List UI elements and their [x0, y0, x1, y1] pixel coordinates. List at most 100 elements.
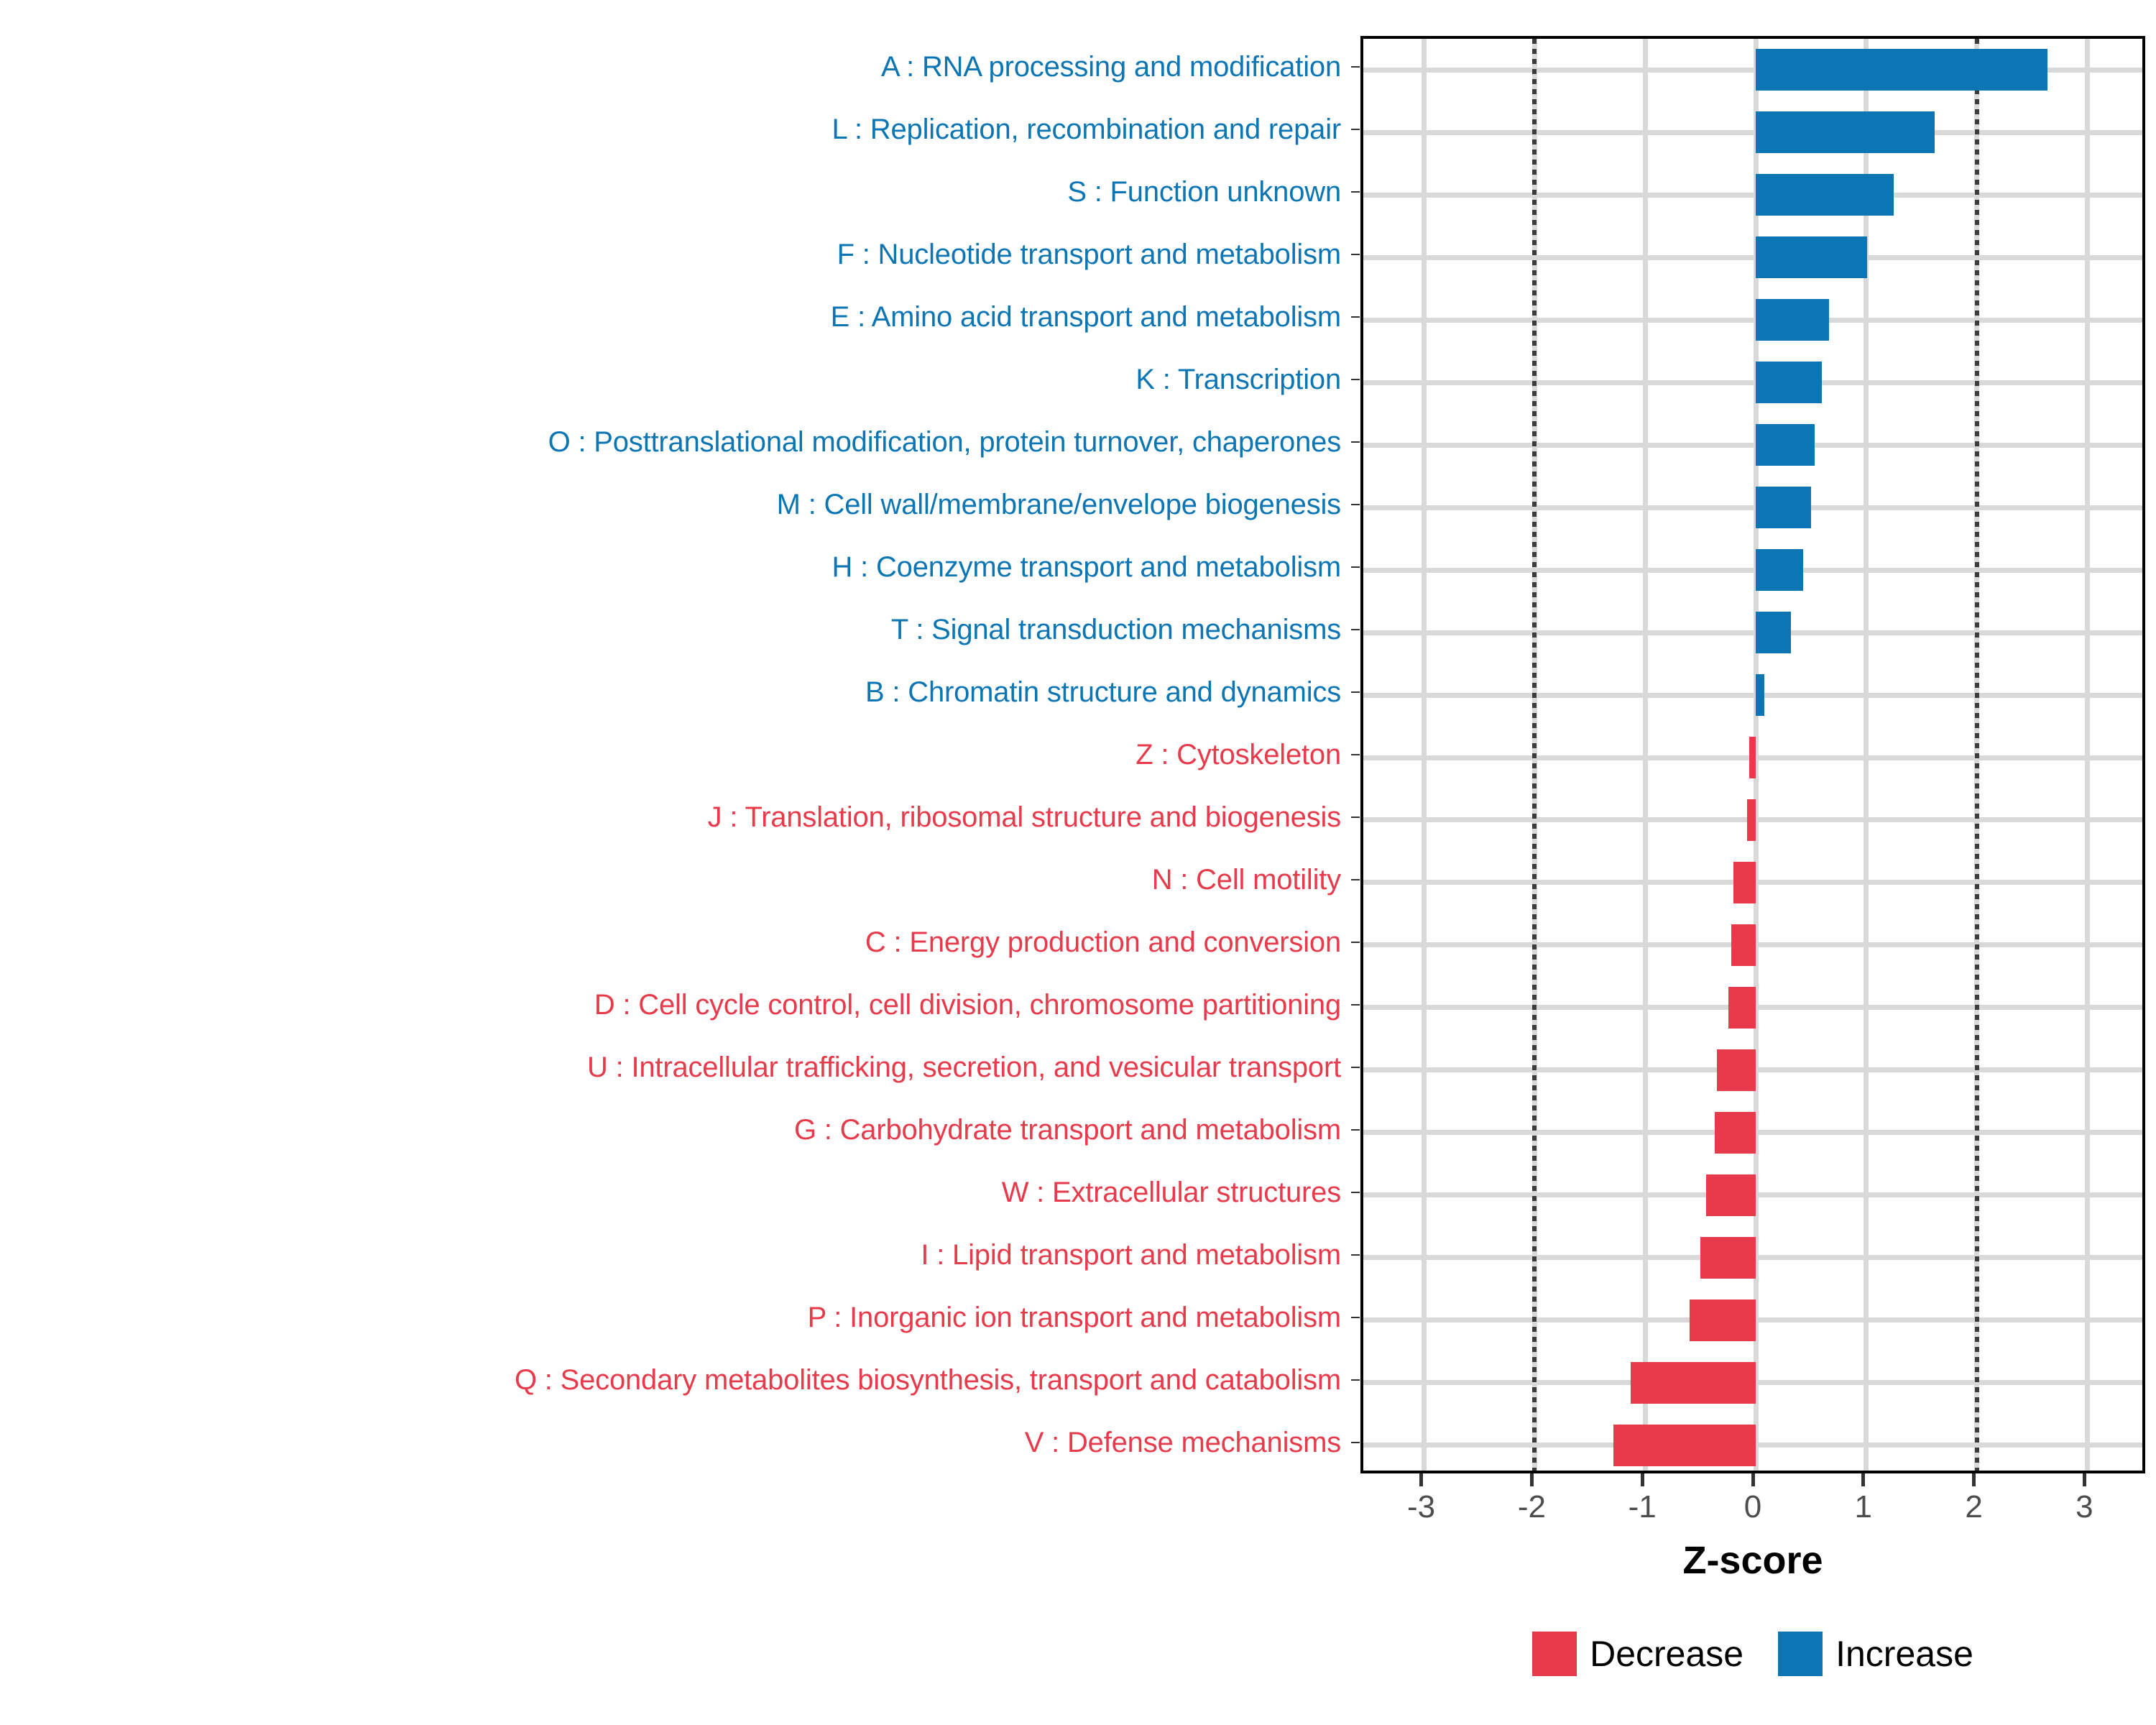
- bar[interactable]: [1731, 924, 1756, 966]
- bar[interactable]: [1756, 612, 1792, 654]
- y-axis-label-row: B : Chromatin structure and dynamics: [0, 661, 1351, 724]
- x-axis: -3 -2 -1 0 1 2 3: [1360, 1473, 2145, 1560]
- bar[interactable]: [1613, 1424, 1756, 1466]
- horizontal-gridline: [1363, 630, 2142, 635]
- y-axis-label-row: E : Amino acid transport and metabolism: [0, 286, 1351, 349]
- y-axis-tick-mark: [1351, 1003, 1360, 1006]
- bar[interactable]: [1700, 1236, 1756, 1279]
- bar[interactable]: [1756, 236, 1868, 279]
- x-axis-tick-mark: [1640, 1473, 1644, 1486]
- y-axis-label-row: I : Lipid transport and metabolism: [0, 1223, 1351, 1286]
- y-axis-label-row: F : Nucleotide transport and metabolism: [0, 224, 1351, 286]
- horizontal-gridline: [1363, 567, 2142, 573]
- legend-item[interactable]: Increase: [1778, 1632, 1973, 1676]
- y-axis-category-labels: A : RNA processing and modification L : R…: [0, 36, 1360, 1473]
- x-axis-tick-mark: [1751, 1473, 1755, 1486]
- y-axis-label-row: O : Posttranslational modification, prot…: [0, 411, 1351, 474]
- legend-swatch-increase: [1778, 1632, 1823, 1676]
- y-axis-tick-mark: [1351, 441, 1360, 443]
- bar[interactable]: [1733, 861, 1756, 903]
- x-axis-tick-label: 0: [1743, 1489, 1762, 1524]
- legend-label: Increase: [1835, 1634, 1973, 1674]
- y-axis-category-label: J : Translation, ribosomal structure and…: [707, 801, 1342, 833]
- bar[interactable]: [1715, 1111, 1756, 1154]
- plot-panel: [1360, 36, 2145, 1473]
- x-axis-tick-label: 1: [1854, 1489, 1873, 1524]
- y-axis-tick-mark: [1351, 1066, 1360, 1068]
- y-axis-category-label: Q : Secondary metabolites biosynthesis, …: [514, 1363, 1341, 1396]
- y-axis-label-row: P : Inorganic ion transport and metaboli…: [0, 1286, 1351, 1348]
- bar[interactable]: [1756, 674, 1765, 717]
- bar[interactable]: [1756, 111, 1935, 154]
- x-axis-tick-label: -2: [1517, 1489, 1546, 1524]
- bar[interactable]: [1717, 1049, 1756, 1091]
- y-axis-tick-mark: [1351, 1254, 1360, 1256]
- y-axis-category-label: G : Carbohydrate transport and metabolis…: [793, 1113, 1341, 1146]
- horizontal-gridline: [1363, 254, 2142, 260]
- y-axis-category-label: E : Amino acid transport and metabolism: [830, 301, 1342, 334]
- x-axis-tick-label: -3: [1407, 1489, 1436, 1524]
- y-axis-category-label: A : RNA processing and modification: [880, 51, 1341, 83]
- y-axis-category-label: C : Energy production and conversion: [865, 926, 1341, 958]
- bar[interactable]: [1756, 549, 1804, 592]
- y-axis-label-row: K : Transcription: [0, 349, 1351, 411]
- y-axis-category-label: Z : Cytoskeleton: [1135, 738, 1341, 770]
- y-axis-label-row: G : Carbohydrate transport and metabolis…: [0, 1098, 1351, 1161]
- y-axis-category-label: O : Posttranslational modification, prot…: [548, 426, 1342, 459]
- y-axis-tick-mark: [1351, 316, 1360, 318]
- x-axis-tick-label: -1: [1628, 1489, 1657, 1524]
- bar[interactable]: [1756, 299, 1829, 341]
- y-axis-label-row: L : Replication, recombination and repai…: [0, 98, 1351, 161]
- bar[interactable]: [1756, 174, 1894, 216]
- y-axis-category-label: D : Cell cycle control, cell division, c…: [594, 988, 1341, 1021]
- y-axis-tick-mark: [1351, 66, 1360, 68]
- y-axis-tick-mark: [1351, 379, 1360, 381]
- y-axis-category-label: W : Extracellular structures: [1001, 1176, 1341, 1208]
- bar[interactable]: [1689, 1299, 1756, 1341]
- bar[interactable]: [1705, 1174, 1756, 1216]
- bar[interactable]: [1749, 737, 1756, 778]
- y-axis-label-row: Q : Secondary metabolites biosynthesis, …: [0, 1348, 1351, 1411]
- y-axis-tick-mark: [1351, 1128, 1360, 1131]
- y-axis-category-label: F : Nucleotide transport and metabolism: [837, 239, 1342, 271]
- y-axis-category-label: M : Cell wall/membrane/envelope biogenes…: [776, 489, 1342, 521]
- y-axis-category-label: T : Signal transduction mechanisms: [890, 614, 1341, 646]
- y-axis-category-label: H : Coenzyme transport and metabolism: [831, 551, 1342, 584]
- reference-line: [1532, 39, 1537, 1471]
- y-axis-tick-mark: [1351, 816, 1360, 818]
- legend-item[interactable]: Decrease: [1532, 1632, 1743, 1676]
- y-axis-category-label: K : Transcription: [1135, 364, 1341, 396]
- plot-panel-inner: [1363, 39, 2142, 1471]
- y-axis-tick-mark: [1351, 691, 1360, 694]
- y-axis-category-label: I : Lipid transport and metabolism: [921, 1238, 1341, 1271]
- y-axis-tick-mark: [1351, 566, 1360, 569]
- y-axis-tick-mark: [1351, 1191, 1360, 1193]
- horizontal-gridline: [1363, 317, 2142, 323]
- x-axis-tick-mark: [1419, 1473, 1424, 1486]
- bar[interactable]: [1631, 1361, 1756, 1404]
- horizontal-gridline: [1363, 692, 2142, 698]
- y-axis-tick-mark: [1351, 1379, 1360, 1381]
- y-axis-label-row: Z : Cytoskeleton: [0, 724, 1351, 786]
- x-axis-tick-mark: [1972, 1473, 1976, 1486]
- bar[interactable]: [1728, 986, 1756, 1029]
- vertical-gridline: [1422, 39, 1427, 1471]
- bar[interactable]: [1756, 424, 1815, 466]
- y-axis-category-label: B : Chromatin structure and dynamics: [865, 676, 1341, 709]
- x-axis-title: Z-score: [1682, 1539, 1823, 1582]
- y-axis-label-row: S : Function unknown: [0, 161, 1351, 224]
- y-axis-category-label: S : Function unknown: [1067, 176, 1341, 208]
- bar[interactable]: [1756, 362, 1823, 404]
- bar[interactable]: [1756, 49, 2048, 91]
- y-axis-label-row: V : Defense mechanisms: [0, 1411, 1351, 1473]
- reference-line: [1974, 39, 1979, 1471]
- y-axis-label-row: H : Coenzyme transport and metabolism: [0, 536, 1351, 599]
- y-axis-label-row: U : Intracellular trafficking, secretion…: [0, 1036, 1351, 1098]
- bar[interactable]: [1756, 487, 1811, 529]
- vertical-gridline: [1642, 39, 1648, 1471]
- y-axis-label-row: C : Energy production and conversion: [0, 911, 1351, 973]
- x-axis-tick-mark: [2082, 1473, 2086, 1486]
- bar[interactable]: [1746, 799, 1756, 841]
- y-axis-tick-mark: [1351, 1441, 1360, 1443]
- y-axis-tick-mark: [1351, 129, 1360, 131]
